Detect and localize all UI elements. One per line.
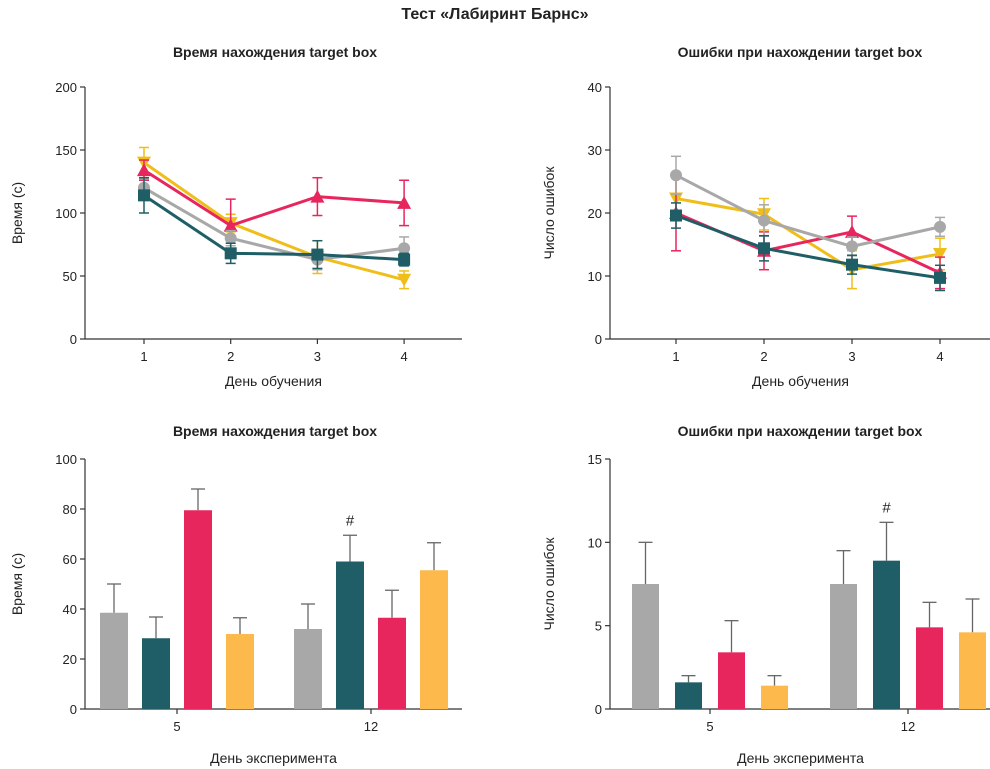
y-tick-label: 20 [63,652,77,667]
series-line [143,194,405,262]
annotation: # [346,512,355,529]
bar [378,617,406,709]
bar [830,584,857,709]
y-tick-label: 5 [595,619,602,634]
series-line [143,186,405,262]
data-point [138,189,150,202]
bar [420,570,448,709]
bar [916,627,943,709]
bar [142,638,170,709]
y-tick-label: 20 [588,206,602,221]
y-tick-label: 40 [588,80,602,95]
bar [226,634,254,709]
data-point [137,163,151,177]
x-tick-label: 2 [760,349,767,364]
chart-errors-bar: Ошибки при нахождении target box 0 5 10 15 Чи… [541,425,990,766]
y-tick-label: 60 [63,552,77,567]
y-tick-label: 15 [588,452,602,467]
bar [873,560,900,709]
y-axis-label: Число ошибок [541,537,557,631]
chart-time-line: Время нахождения target box 0 50 100 150 200 В… [9,44,462,389]
bar [184,510,212,709]
data-point [223,218,238,232]
bar [632,584,659,709]
series-line [675,214,941,280]
y-tick-label: 40 [63,602,77,617]
series-line [143,168,405,228]
y-tick-label: 150 [55,143,77,158]
x-tick-label: 1 [140,349,147,364]
x-axis-label: День обучения [225,373,322,389]
series-3 [138,176,411,270]
data-point [397,273,412,287]
x-tick-label: 3 [314,349,321,364]
y-tick-label: 0 [595,332,602,347]
data-point [398,242,411,255]
x-axis-label: День эксперимента [737,750,864,766]
chart-time-bar: Время нахождения target box 0 20 40 60 80 100 В… [9,425,462,766]
x-tick-label: 3 [848,349,855,364]
data-point [845,224,859,238]
x-axis-label: День обучения [752,373,849,389]
x-tick-label: 2 [227,349,234,364]
x-tick-label: 12 [901,719,915,734]
data-point [670,169,682,182]
y-axis-label: Время (с) [9,182,25,244]
x-tick-label: 4 [936,349,943,364]
y-tick-label: 50 [63,269,77,284]
bar [336,561,364,709]
bar [761,685,788,709]
y-tick-label: 200 [55,80,77,95]
y-axis-label: Число ошибок [541,166,557,260]
y-tick-label: 0 [70,702,77,717]
data-point [310,189,325,203]
data-point [224,232,237,245]
bar [959,632,986,709]
y-tick-label: 10 [588,269,602,284]
bar [100,612,128,709]
y-tick-label: 10 [588,535,602,550]
data-point [398,253,411,266]
annotation: # [882,499,891,516]
x-tick-label: 12 [364,719,378,734]
y-tick-label: 80 [63,502,77,517]
y-tick-label: 0 [595,702,602,717]
data-point [846,258,858,271]
x-tick-label: 4 [400,349,407,364]
y-tick-label: 0 [70,332,77,347]
data-point [758,214,770,227]
data-point [311,248,324,261]
data-point [934,220,946,233]
data-point [224,247,237,260]
x-tick-label: 5 [173,719,180,734]
series-3 [670,202,946,292]
y-axis-label: Время (с) [9,553,25,615]
bar [718,652,745,709]
bar [294,629,322,709]
series-line [143,161,405,282]
x-axis-label: День эксперимента [210,750,337,766]
panel-title: Ошибки при нахождении target box [678,425,923,439]
data-point [670,209,682,222]
x-tick-label: 5 [706,719,713,734]
data-point [758,242,770,255]
data-point [933,247,947,261]
panel-title: Ошибки при нахождении target box [678,44,923,60]
chart-errors-line: Ошибки при нахождении target box 0 10 20 30 4… [541,44,990,389]
bar [675,682,702,709]
y-tick-label: 30 [588,143,602,158]
data-point [934,271,946,284]
data-point [397,195,412,209]
panel-title: Время нахождения target box [173,425,377,439]
y-tick-label: 100 [55,206,77,221]
data-point [846,240,858,253]
figure-title: Тест «Лабиринт Барнс» [401,6,589,23]
panel-title: Время нахождения target box [173,44,377,60]
x-tick-label: 1 [672,349,679,364]
series-line [675,173,941,248]
y-tick-label: 100 [55,452,77,467]
